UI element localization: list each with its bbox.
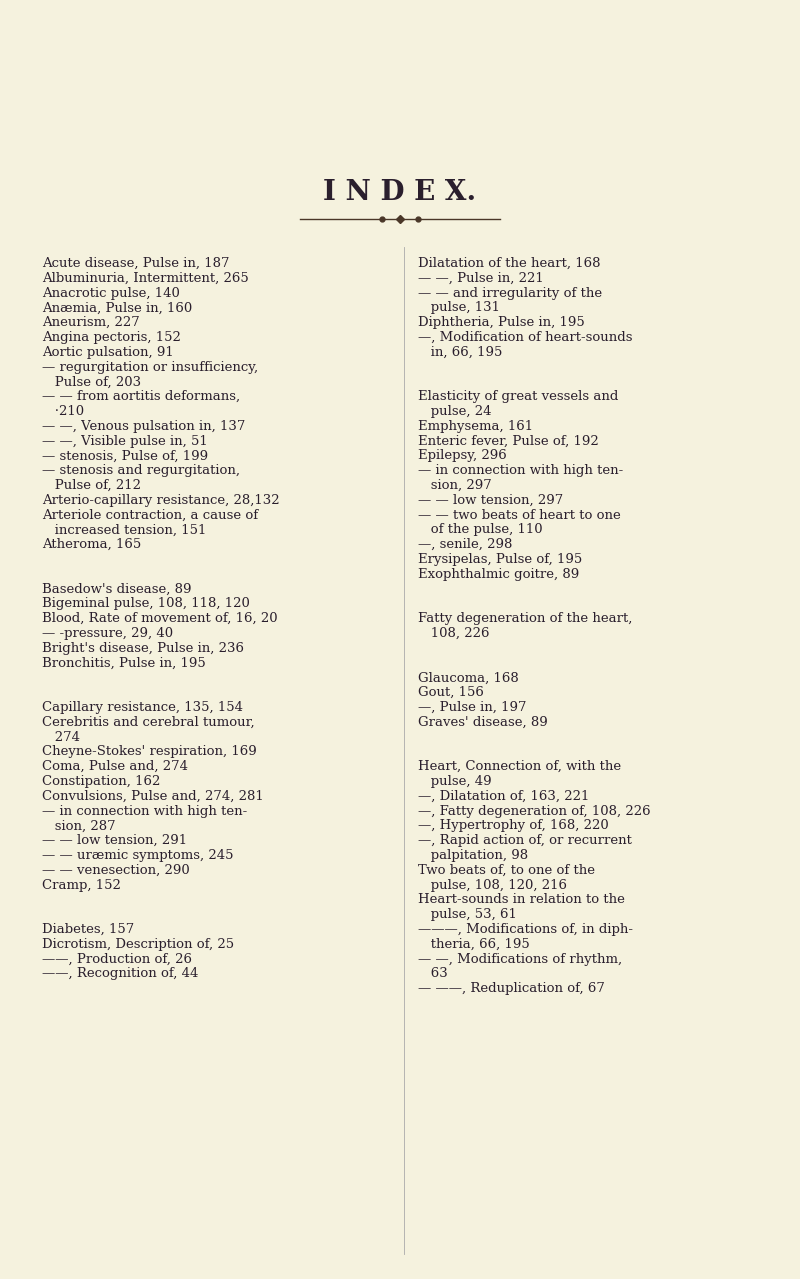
Text: — —, Venous pulsation in, 137: — —, Venous pulsation in, 137 bbox=[42, 420, 246, 432]
Text: Two beats of, to one of the: Two beats of, to one of the bbox=[418, 863, 595, 877]
Text: Aortic pulsation, 91: Aortic pulsation, 91 bbox=[42, 345, 174, 359]
Text: —, senile, 298: —, senile, 298 bbox=[418, 538, 512, 551]
Text: Dilatation of the heart, 168: Dilatation of the heart, 168 bbox=[418, 257, 601, 270]
Text: Aneurism, 227: Aneurism, 227 bbox=[42, 316, 140, 329]
Text: Elasticity of great vessels and: Elasticity of great vessels and bbox=[418, 390, 618, 403]
Text: Acute disease, Pulse in, 187: Acute disease, Pulse in, 187 bbox=[42, 257, 230, 270]
Text: Constipation, 162: Constipation, 162 bbox=[42, 775, 160, 788]
Text: Cheyne-Stokes' respiration, 169: Cheyne-Stokes' respiration, 169 bbox=[42, 746, 257, 758]
Text: of the pulse, 110: of the pulse, 110 bbox=[418, 523, 542, 536]
Text: Heart, Connection of, with the: Heart, Connection of, with the bbox=[418, 760, 621, 774]
Text: Bigeminal pulse, 108, 118, 120: Bigeminal pulse, 108, 118, 120 bbox=[42, 597, 250, 610]
Text: Atheroma, 165: Atheroma, 165 bbox=[42, 538, 142, 551]
Text: —, Pulse in, 197: —, Pulse in, 197 bbox=[418, 701, 526, 714]
Text: Gout, 156: Gout, 156 bbox=[418, 687, 484, 700]
Text: —, Dilatation of, 163, 221: —, Dilatation of, 163, 221 bbox=[418, 790, 590, 803]
Text: Cramp, 152: Cramp, 152 bbox=[42, 879, 121, 891]
Text: sion, 287: sion, 287 bbox=[42, 820, 116, 833]
Text: ——, Production of, 26: ——, Production of, 26 bbox=[42, 953, 192, 966]
Text: sion, 297: sion, 297 bbox=[418, 480, 492, 492]
Text: Convulsions, Pulse and, 274, 281: Convulsions, Pulse and, 274, 281 bbox=[42, 790, 264, 803]
Text: — — low tension, 297: — — low tension, 297 bbox=[418, 494, 563, 506]
Text: —, Hypertrophy of, 168, 220: —, Hypertrophy of, 168, 220 bbox=[418, 820, 609, 833]
Text: in, 66, 195: in, 66, 195 bbox=[418, 345, 502, 359]
Text: Bronchitis, Pulse in, 195: Bronchitis, Pulse in, 195 bbox=[42, 656, 206, 670]
Text: — —, Visible pulse in, 51: — —, Visible pulse in, 51 bbox=[42, 435, 208, 448]
Text: pulse, 49: pulse, 49 bbox=[418, 775, 492, 788]
Text: — —, Modifications of rhythm,: — —, Modifications of rhythm, bbox=[418, 953, 622, 966]
Text: Pulse of, 212: Pulse of, 212 bbox=[42, 480, 141, 492]
Text: Heart-sounds in relation to the: Heart-sounds in relation to the bbox=[418, 894, 625, 907]
Text: I N D E X.: I N D E X. bbox=[323, 179, 477, 206]
Text: ———, Modifications of, in diph-: ———, Modifications of, in diph- bbox=[418, 923, 633, 936]
Text: Coma, Pulse and, 274: Coma, Pulse and, 274 bbox=[42, 760, 188, 774]
Text: — in connection with high ten-: — in connection with high ten- bbox=[42, 804, 247, 817]
Text: Epilepsy, 296: Epilepsy, 296 bbox=[418, 449, 506, 463]
Text: Cerebritis and cerebral tumour,: Cerebritis and cerebral tumour, bbox=[42, 716, 254, 729]
Text: Arteriole contraction, a cause of: Arteriole contraction, a cause of bbox=[42, 509, 258, 522]
Text: —, Rapid action of, or recurrent: —, Rapid action of, or recurrent bbox=[418, 834, 632, 847]
Text: — -pressure, 29, 40: — -pressure, 29, 40 bbox=[42, 627, 173, 640]
Text: Diabetes, 157: Diabetes, 157 bbox=[42, 923, 134, 936]
Text: — stenosis and regurgitation,: — stenosis and regurgitation, bbox=[42, 464, 240, 477]
Text: Diphtheria, Pulse in, 195: Diphtheria, Pulse in, 195 bbox=[418, 316, 585, 329]
Text: Glaucoma, 168: Glaucoma, 168 bbox=[418, 671, 518, 684]
Text: Dicrotism, Description of, 25: Dicrotism, Description of, 25 bbox=[42, 938, 234, 950]
Text: — — from aortitis deformans,: — — from aortitis deformans, bbox=[42, 390, 240, 403]
Text: Capillary resistance, 135, 154: Capillary resistance, 135, 154 bbox=[42, 701, 243, 714]
Text: increased tension, 151: increased tension, 151 bbox=[42, 523, 206, 536]
Text: Albuminuria, Intermittent, 265: Albuminuria, Intermittent, 265 bbox=[42, 272, 249, 285]
Text: —, Fatty degeneration of, 108, 226: —, Fatty degeneration of, 108, 226 bbox=[418, 804, 650, 817]
Text: pulse, 53, 61: pulse, 53, 61 bbox=[418, 908, 517, 921]
Text: — in connection with high ten-: — in connection with high ten- bbox=[418, 464, 623, 477]
Text: Bright's disease, Pulse in, 236: Bright's disease, Pulse in, 236 bbox=[42, 642, 244, 655]
Text: pulse, 131: pulse, 131 bbox=[418, 302, 500, 315]
Text: Exophthalmic goitre, 89: Exophthalmic goitre, 89 bbox=[418, 568, 579, 581]
Text: — — uræmic symptoms, 245: — — uræmic symptoms, 245 bbox=[42, 849, 234, 862]
Text: Graves' disease, 89: Graves' disease, 89 bbox=[418, 716, 548, 729]
Text: pulse, 108, 120, 216: pulse, 108, 120, 216 bbox=[418, 879, 567, 891]
Text: Pulse of, 203: Pulse of, 203 bbox=[42, 376, 141, 389]
Text: ·210: ·210 bbox=[42, 405, 84, 418]
Text: 63: 63 bbox=[418, 967, 448, 981]
Text: — — venesection, 290: — — venesection, 290 bbox=[42, 863, 190, 877]
Text: 274: 274 bbox=[42, 730, 80, 743]
Text: Arterio-capillary resistance, 28,132: Arterio-capillary resistance, 28,132 bbox=[42, 494, 280, 506]
Text: — — low tension, 291: — — low tension, 291 bbox=[42, 834, 187, 847]
Text: Anæmia, Pulse in, 160: Anæmia, Pulse in, 160 bbox=[42, 302, 192, 315]
Text: Fatty degeneration of the heart,: Fatty degeneration of the heart, bbox=[418, 613, 632, 625]
Text: ——, Recognition of, 44: ——, Recognition of, 44 bbox=[42, 967, 198, 981]
Text: Anacrotic pulse, 140: Anacrotic pulse, 140 bbox=[42, 286, 180, 299]
Text: — ——, Reduplication of, 67: — ——, Reduplication of, 67 bbox=[418, 982, 605, 995]
Text: — — two beats of heart to one: — — two beats of heart to one bbox=[418, 509, 621, 522]
Text: — — and irregularity of the: — — and irregularity of the bbox=[418, 286, 602, 299]
Text: Blood, Rate of movement of, 16, 20: Blood, Rate of movement of, 16, 20 bbox=[42, 613, 278, 625]
Text: — regurgitation or insufficiency,: — regurgitation or insufficiency, bbox=[42, 361, 258, 373]
Text: Erysipelas, Pulse of, 195: Erysipelas, Pulse of, 195 bbox=[418, 553, 582, 567]
Text: palpitation, 98: palpitation, 98 bbox=[418, 849, 528, 862]
Text: —, Modification of heart-sounds: —, Modification of heart-sounds bbox=[418, 331, 633, 344]
Text: Emphysema, 161: Emphysema, 161 bbox=[418, 420, 533, 432]
Text: theria, 66, 195: theria, 66, 195 bbox=[418, 938, 530, 950]
Text: Enteric fever, Pulse of, 192: Enteric fever, Pulse of, 192 bbox=[418, 435, 598, 448]
Text: Basedow's disease, 89: Basedow's disease, 89 bbox=[42, 583, 191, 596]
Text: 108, 226: 108, 226 bbox=[418, 627, 490, 640]
Text: — stenosis, Pulse of, 199: — stenosis, Pulse of, 199 bbox=[42, 449, 208, 463]
Text: pulse, 24: pulse, 24 bbox=[418, 405, 491, 418]
Text: Angina pectoris, 152: Angina pectoris, 152 bbox=[42, 331, 181, 344]
Text: — —, Pulse in, 221: — —, Pulse in, 221 bbox=[418, 272, 544, 285]
